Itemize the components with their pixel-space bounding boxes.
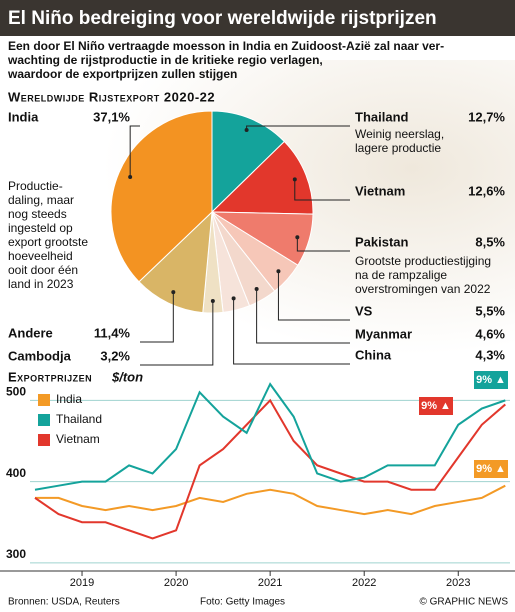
pie-slice — [110, 110, 213, 283]
pie-label: VS — [355, 303, 373, 318]
leader-line — [277, 271, 350, 321]
annotation-box — [419, 397, 453, 415]
pie-value-label: 12,6% — [468, 183, 505, 198]
annotation: 9% ▲ — [421, 400, 451, 412]
y-tick-label: 500 — [6, 385, 26, 399]
leader-line — [296, 237, 350, 252]
leader-dot — [244, 128, 249, 133]
pie-label: Pakistan — [355, 234, 409, 249]
x-tick-label: 2019 — [70, 577, 94, 589]
pie-title: Wereldwijde Rijstexport 2020-22 — [8, 89, 215, 104]
pie-value-label: 3,2% — [100, 348, 130, 363]
legend-swatch — [38, 414, 50, 426]
pie-value-label: 4,6% — [475, 326, 505, 341]
pie-note: hoeveelheid — [8, 249, 73, 263]
pie-note: land in 2023 — [8, 277, 74, 291]
x-tick-label: 2023 — [446, 577, 470, 589]
pie-label: Cambodja — [8, 348, 72, 363]
annotation-box — [474, 371, 508, 389]
pie-note: overstromingen van 2022 — [355, 282, 491, 296]
pie-note: lagere productie — [355, 141, 441, 155]
leader-line — [129, 125, 140, 178]
pie-value-label: 8,5% — [475, 234, 505, 249]
pie-value-label: 37,1% — [93, 109, 130, 124]
leader-line — [140, 300, 214, 366]
pie-label: Vietnam — [355, 183, 405, 198]
leader-dot — [171, 290, 176, 295]
legend-swatch — [38, 394, 50, 406]
x-tick-label: 2020 — [164, 577, 188, 589]
y-tick-label: 400 — [6, 466, 26, 480]
photo-credit: Foto: Getty Images — [200, 597, 285, 608]
line-title: Exportprijzen — [8, 369, 92, 384]
pie-note: Productie- — [8, 179, 63, 193]
pie-note: daling, maar — [8, 193, 74, 207]
leader-dot — [292, 177, 297, 182]
price-line — [35, 484, 506, 516]
leader-dot — [295, 235, 300, 240]
pie-slice — [211, 110, 286, 214]
leader-dot — [210, 298, 215, 303]
price-line — [34, 382, 506, 491]
legend-label: Vietnam — [56, 432, 100, 446]
annotation: 9% ▲ — [476, 463, 506, 475]
credit: © GRAPHIC NEWS — [420, 597, 509, 608]
pie-note: export grootste — [8, 235, 88, 249]
pie-slice — [210, 140, 314, 215]
leader-line — [256, 289, 350, 344]
subtitle: Een door El Niño vertraagde moesson in I… — [8, 39, 444, 53]
legend-swatch — [38, 434, 50, 446]
pie-value-label: 4,3% — [475, 347, 505, 362]
pie-value-label: 12,7% — [468, 109, 505, 124]
pie-note: ooit door één — [8, 263, 78, 277]
source: Bronnen: USDA, Reuters — [8, 597, 120, 608]
pie-note: na de rampzalige — [355, 268, 447, 282]
annotation-box — [474, 460, 508, 478]
title: El Niño bedreiging voor wereldwijde rijs… — [8, 8, 437, 29]
pie-note: Grootste productiestijging — [355, 254, 491, 268]
leader-dot — [276, 269, 281, 274]
pie-value-label: 5,5% — [475, 303, 505, 318]
pie-note: nog steeds — [8, 207, 67, 221]
pie-label: China — [355, 347, 392, 362]
price-line — [34, 398, 506, 540]
legend-label: India — [56, 392, 82, 406]
pie-slice — [138, 210, 213, 314]
subtitle: wachting de rijstproductie in de kritiek… — [7, 53, 323, 67]
title-bar — [0, 0, 515, 36]
leader-dot — [254, 287, 259, 292]
annotation: 9% ▲ — [476, 374, 506, 386]
x-tick-label: 2021 — [258, 577, 282, 589]
line-unit: $/ton — [111, 369, 143, 384]
legend-label: Thailand — [56, 412, 102, 426]
leader-line — [233, 298, 350, 365]
pie-label: Andere — [8, 325, 53, 340]
leader-dot — [231, 296, 236, 301]
leader-line — [294, 179, 350, 201]
pie-label: Thailand — [355, 109, 409, 124]
pie-note: ingesteld op — [8, 221, 73, 235]
subtitle: waardoor de exportprijzen zullen stijgen — [7, 67, 237, 81]
leader-dot — [128, 175, 133, 180]
y-tick-label: 300 — [6, 547, 26, 561]
pie-label: India — [8, 109, 39, 124]
pie-value-label: 11,4% — [94, 325, 131, 340]
pie-note: Weinig neerslag, — [355, 127, 444, 141]
x-tick-label: 2022 — [352, 577, 376, 589]
leader-line — [140, 292, 174, 343]
pie-label: Myanmar — [355, 326, 412, 341]
